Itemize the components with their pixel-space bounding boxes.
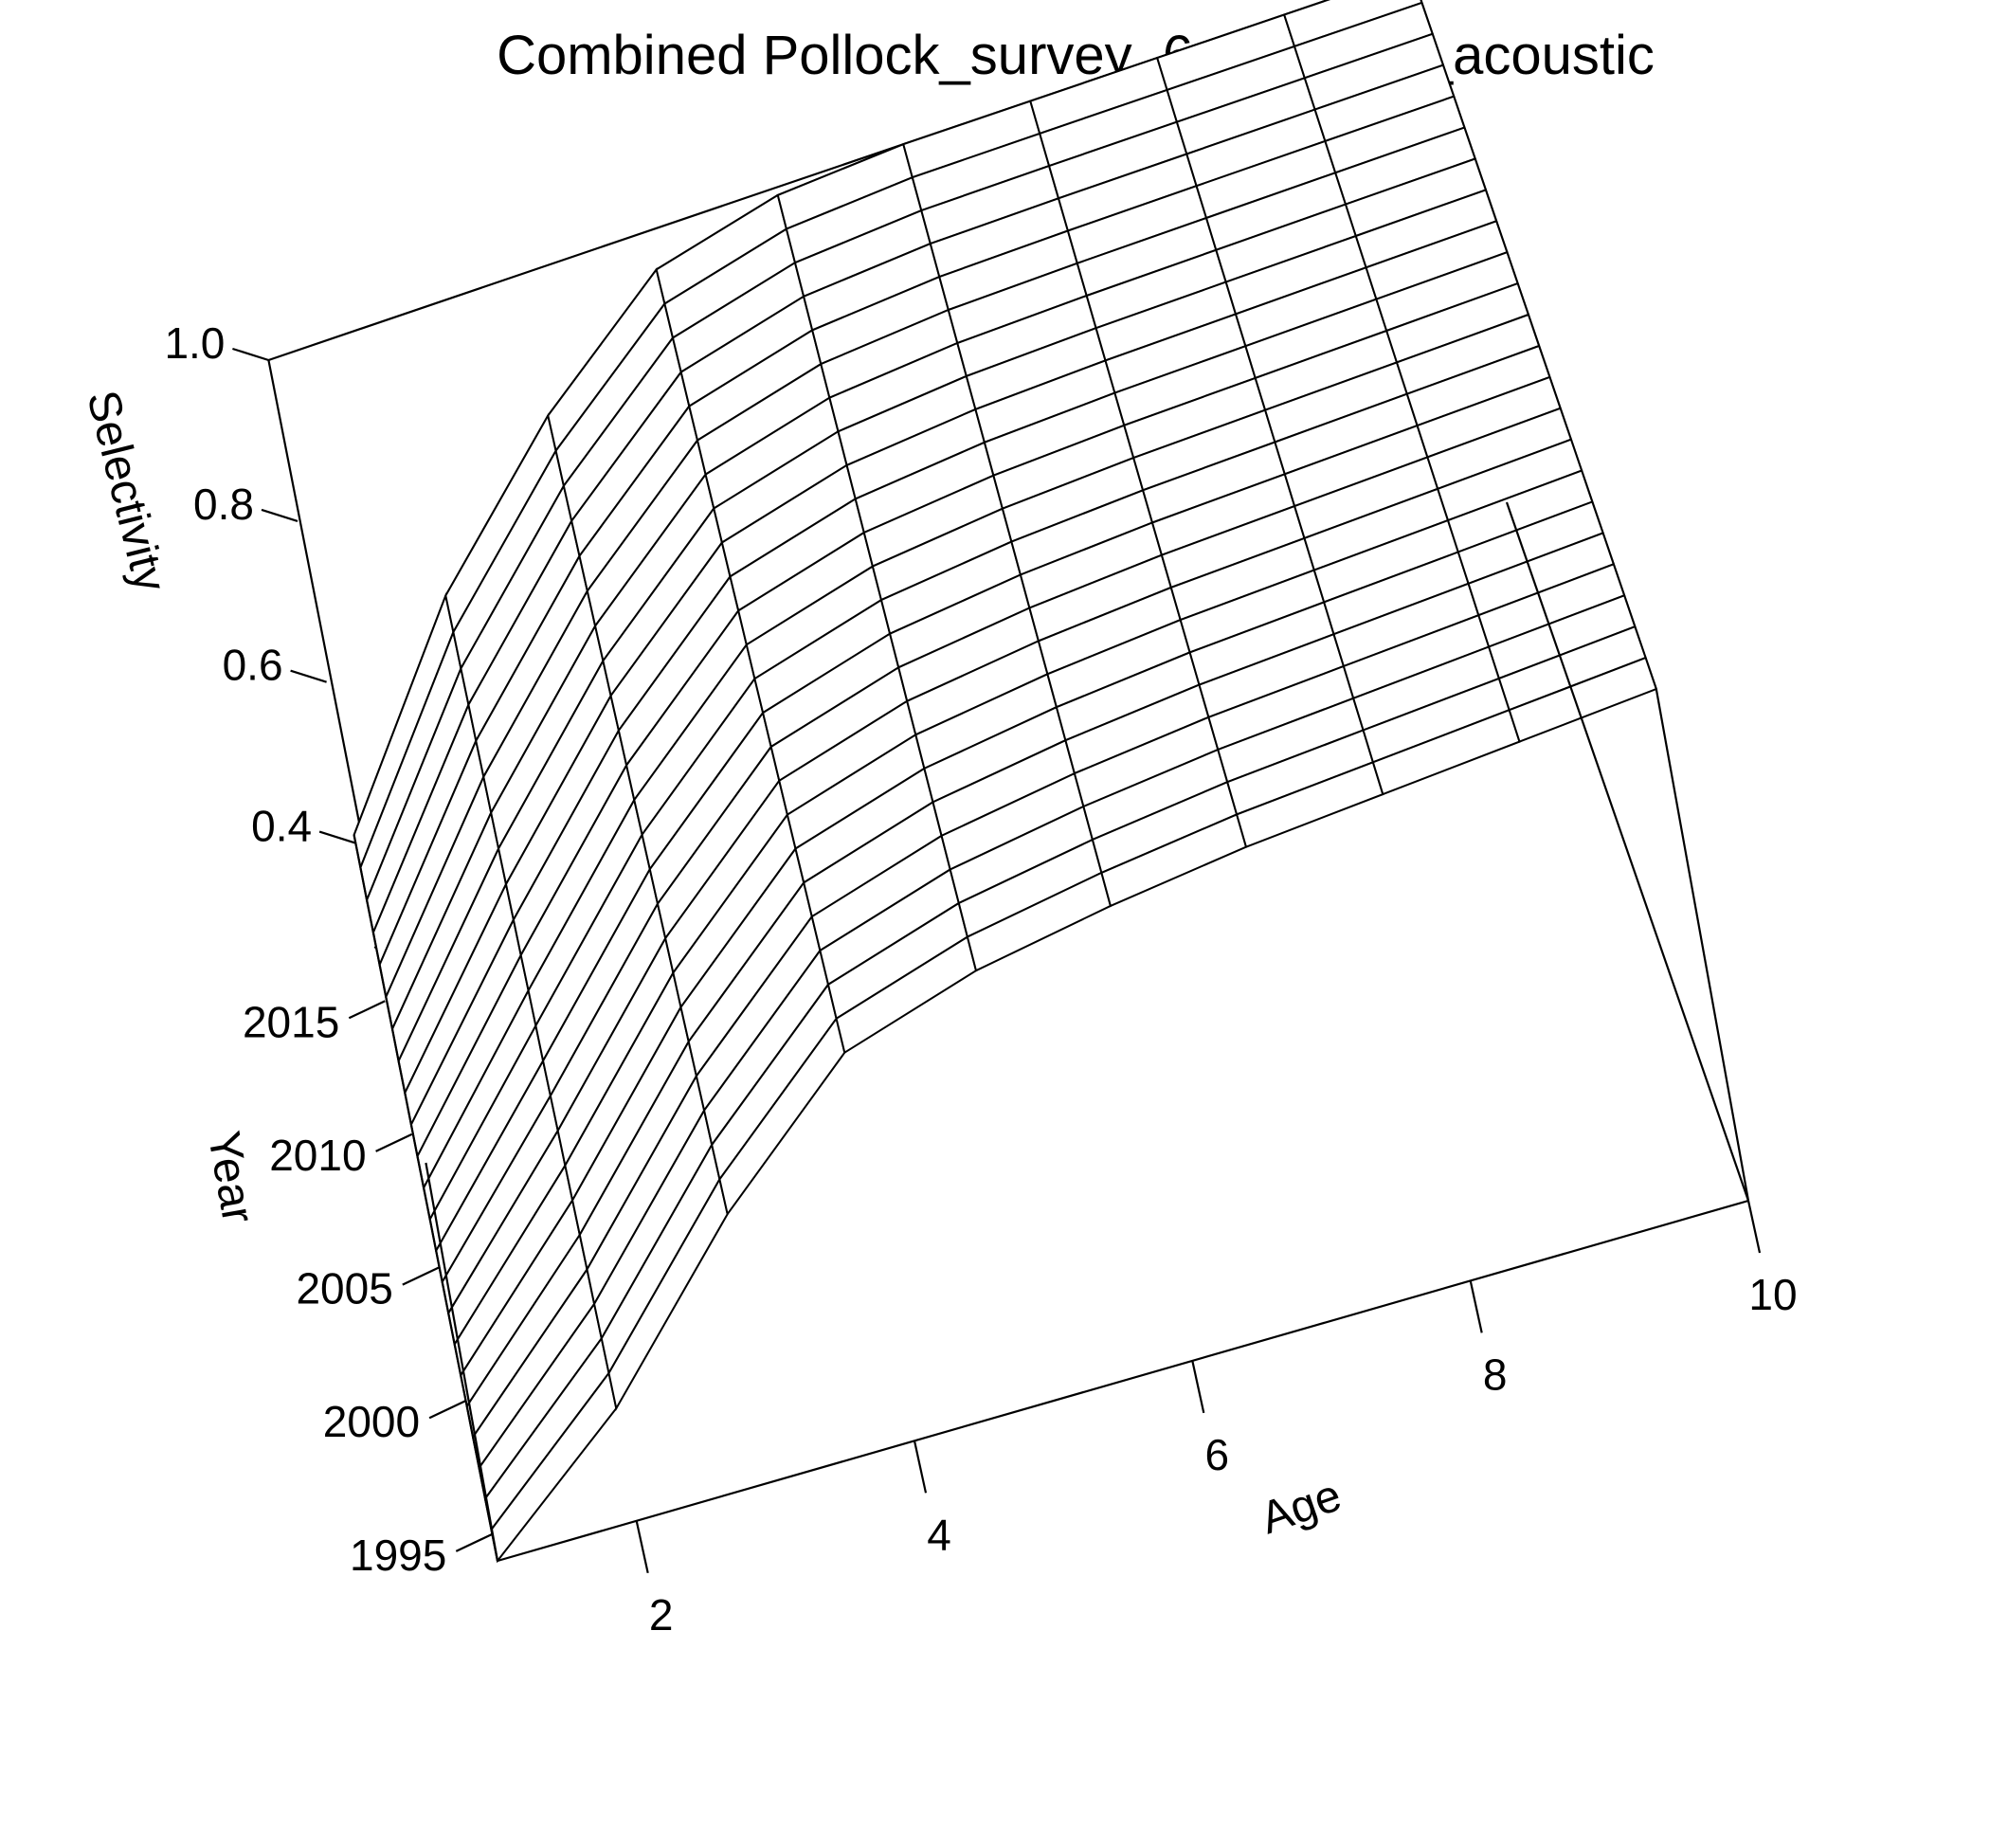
surface-left-edge <box>359 867 369 901</box>
surface-left-edge <box>478 1467 487 1499</box>
surface-left-edge <box>409 1124 419 1157</box>
surface-left-edge <box>453 1344 462 1376</box>
year-tick-label: 1995 <box>350 1531 446 1580</box>
box-front-edges <box>425 501 1750 1563</box>
selectivity-tick-label: 1.0 <box>164 318 225 368</box>
surface-left-edge <box>390 1028 400 1061</box>
selectivity-tick <box>318 830 356 844</box>
age-tick <box>913 1440 928 1494</box>
box-left-vertical-edge <box>425 1162 499 1562</box>
surface-left-edge <box>404 1092 412 1125</box>
year-tick <box>455 1532 493 1552</box>
surface-left-edge <box>472 1437 480 1469</box>
selectivity-axis-label: Selectivity <box>77 386 175 596</box>
surface-left-edge <box>416 1155 425 1188</box>
selectivity-tick <box>232 347 269 362</box>
year-tick <box>375 1132 413 1152</box>
year-axis-label: Year <box>198 1128 263 1227</box>
surface-left-edge <box>423 1187 431 1220</box>
year-tick <box>428 1400 466 1420</box>
year-tick <box>402 1266 440 1286</box>
surface-left-edge <box>441 1281 450 1314</box>
surface-mesh <box>353 0 1658 1564</box>
age-tick-label: 10 <box>1748 1270 1797 1319</box>
age-tick-label: 2 <box>649 1590 674 1640</box>
year-tick-label: 2010 <box>269 1131 366 1180</box>
surface-left-edge <box>435 1250 443 1283</box>
year-tick-label: 2000 <box>323 1397 420 1446</box>
age-tick-label: 8 <box>1483 1350 1508 1399</box>
surface-left-edge <box>465 1405 475 1438</box>
surface-left-edge <box>447 1313 456 1345</box>
box-floor-front-edge <box>497 1199 1749 1563</box>
surface-left-edge <box>397 1060 407 1094</box>
year-tick-label: 2015 <box>243 997 339 1046</box>
age-tick <box>1191 1360 1205 1414</box>
selectivity-tick-label: 0.4 <box>251 802 312 851</box>
surface-left-edge <box>428 1219 438 1252</box>
box-floor-right-edge <box>1505 501 1750 1202</box>
age-tick <box>1469 1280 1483 1333</box>
age-tick-label: 6 <box>1205 1430 1230 1479</box>
age-axis-label: Age <box>1255 1470 1348 1544</box>
surface-left-edge <box>385 996 394 1030</box>
selectivity-tick-label: 0.6 <box>223 641 283 690</box>
age-tick <box>635 1520 649 1574</box>
surface-left-edge <box>366 899 374 933</box>
year-tick-label: 2005 <box>296 1264 392 1314</box>
selectivity-tick <box>290 669 327 683</box>
surface-left-edge <box>378 964 388 998</box>
age-tick-label: 4 <box>927 1510 951 1559</box>
selectivity-tick-label: 0.8 <box>193 480 254 529</box>
surface-left-edge <box>371 932 381 966</box>
year-tick <box>348 1000 386 1020</box>
surface-left-edge <box>460 1374 468 1407</box>
box-right-vertical-edge <box>1655 688 1750 1202</box>
surface-facet <box>1508 656 1658 743</box>
surface-left-edge <box>353 834 362 868</box>
selectivity-tick <box>261 508 298 522</box>
chart-title: Combined Pollock_survey_6_summer_acousti… <box>497 25 1655 86</box>
axes: 2 4 6 8 10 1995 2000 2005 2010 2015 0.4 0.6 0.8 1.0 <box>164 318 1797 1640</box>
age-tick <box>1746 1200 1762 1254</box>
